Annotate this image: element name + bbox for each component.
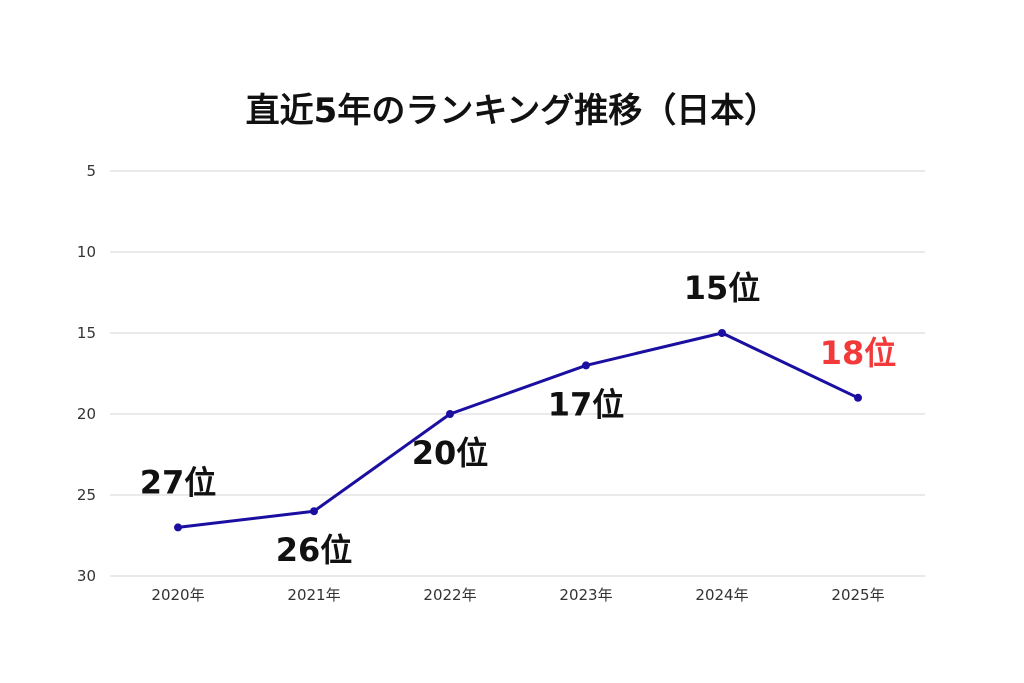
y-tick-label: 30 [77, 567, 96, 585]
y-tick-label: 5 [86, 162, 96, 180]
x-tick-label: 2024年 [695, 586, 748, 604]
data-point [854, 393, 862, 402]
x-tick-label: 2020年 [151, 586, 204, 604]
data-point [718, 329, 726, 337]
data-point [446, 410, 454, 418]
y-tick-label: 25 [77, 486, 96, 504]
data-labels: 27位 26位 20位 17位 15位 18位 [140, 269, 897, 569]
x-tick-label: 2021年 [287, 586, 340, 604]
data-label: 27位 [140, 463, 217, 501]
data-label: 20位 [412, 434, 489, 472]
series-line [174, 329, 862, 532]
series-line-path [176, 331, 860, 529]
x-tick-label: 2025年 [831, 586, 884, 604]
chart-title: 直近5年のランキング推移（日本） [246, 91, 779, 131]
data-label: 26位 [276, 531, 353, 569]
data-point [174, 523, 182, 532]
y-tick-label: 20 [77, 405, 96, 423]
data-label: 17位 [548, 385, 625, 423]
data-label: 15位 [684, 269, 761, 307]
x-axis-ticks: 2020年 2021年 2022年 2023年 2024年 2025年 [151, 586, 884, 604]
y-axis-ticks: 5 10 15 20 25 30 [77, 162, 96, 585]
y-tick-label: 15 [77, 324, 96, 342]
x-tick-label: 2022年 [423, 586, 476, 604]
data-point [310, 507, 318, 516]
x-tick-label: 2023年 [559, 586, 612, 604]
data-point [582, 361, 590, 370]
gridlines [110, 170, 925, 577]
data-label: 18位 [820, 334, 897, 372]
y-tick-label: 10 [77, 243, 96, 261]
